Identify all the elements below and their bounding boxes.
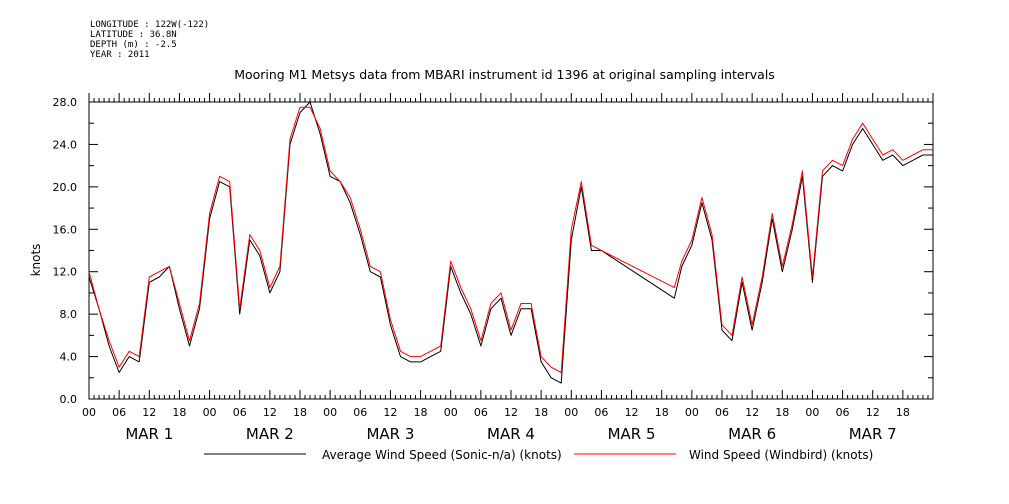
x-tick-label: 00: [323, 406, 337, 419]
meta-longitude: LONGITUDE : 122W(-122): [90, 20, 210, 30]
y-tick-label: 0.0: [60, 393, 78, 406]
x-tick-label: 00: [82, 406, 96, 419]
y-tick-label: 4.0: [60, 351, 78, 364]
plot-frame: [88, 101, 934, 400]
series-line-2: [88, 106, 933, 373]
day-label: MAR 6: [728, 425, 776, 443]
x-axis: 00 06 12 18 00 06 12 18 00 06 12 18 00 06 12 18 00 06 12 18…: [82, 93, 934, 443]
y-tick-label: 20.0: [53, 181, 78, 194]
plot-border: [88, 101, 934, 400]
x-tick-label: 18: [775, 406, 789, 419]
x-tick-label: 00: [203, 406, 217, 419]
legend-label-1: Average Wind Speed (Sonic-n/a) (knots): [322, 448, 562, 462]
y-tick-label: 12.0: [53, 266, 78, 279]
x-tick-label: 00: [444, 406, 458, 419]
x-tick-label: 18: [414, 406, 428, 419]
meta-latitude: LATITUDE : 36.8N: [90, 30, 177, 40]
x-tick-label: 12: [383, 406, 397, 419]
y-tick-label: 24.0: [53, 138, 78, 151]
x-tick-label: 00: [805, 406, 819, 419]
chart-title: Mooring M1 Metsys data from MBARI instru…: [234, 67, 775, 82]
series-group: [88, 101, 933, 384]
day-label: MAR 7: [849, 425, 897, 443]
x-tick-label: 06: [594, 406, 608, 419]
y-tick-label: 28.0: [53, 96, 78, 109]
x-tick-label: 12: [866, 406, 880, 419]
x-tick-label: 12: [504, 406, 518, 419]
x-tick-label: 12: [142, 406, 156, 419]
x-tick-label: 06: [353, 406, 367, 419]
x-tick-label: 06: [233, 406, 247, 419]
x-tick-label: 18: [655, 406, 669, 419]
day-label: MAR 2: [246, 425, 294, 443]
x-tick-label: 18: [534, 406, 548, 419]
x-tick-label: 06: [474, 406, 488, 419]
day-label: MAR 3: [366, 425, 414, 443]
y-axis: 0.0 4.0 8.0 12.0 16.0 20.0 24.0 28.0: [53, 96, 933, 406]
x-tick-label: 18: [172, 406, 186, 419]
y-tick-label: 8.0: [60, 308, 78, 321]
day-label: MAR 5: [608, 425, 656, 443]
day-label: MAR 4: [487, 425, 535, 443]
x-tick-label: 06: [836, 406, 850, 419]
y-tick-label: 16.0: [53, 223, 78, 236]
x-tick-label: 18: [896, 406, 910, 419]
metadata-block: LONGITUDE : 122W(-122) LATITUDE : 36.8N …: [90, 20, 209, 60]
x-tick-label: 12: [745, 406, 759, 419]
legend-label-2: Wind Speed (Windbird) (knots): [689, 448, 873, 462]
meta-year: YEAR : 2011: [90, 50, 150, 60]
x-tick-label: 06: [112, 406, 126, 419]
y-axis-label: knots: [29, 244, 43, 277]
x-tick-label: 12: [263, 406, 277, 419]
x-tick-label: 06: [715, 406, 729, 419]
x-tick-label: 12: [625, 406, 639, 419]
legend: Average Wind Speed (Sonic-n/a) (knots) Wi…: [204, 448, 873, 462]
meta-depth: DEPTH (m) : -2.5: [90, 40, 177, 50]
x-tick-label: 18: [293, 406, 307, 419]
series-line-1: [88, 101, 933, 384]
day-label: MAR 1: [125, 425, 173, 443]
x-tick-label: 00: [564, 406, 578, 419]
x-tick-label: 00: [685, 406, 699, 419]
